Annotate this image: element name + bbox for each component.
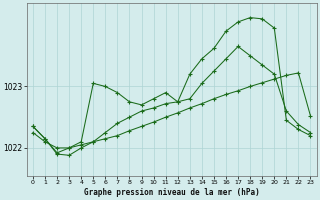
X-axis label: Graphe pression niveau de la mer (hPa): Graphe pression niveau de la mer (hPa) [84, 188, 260, 197]
